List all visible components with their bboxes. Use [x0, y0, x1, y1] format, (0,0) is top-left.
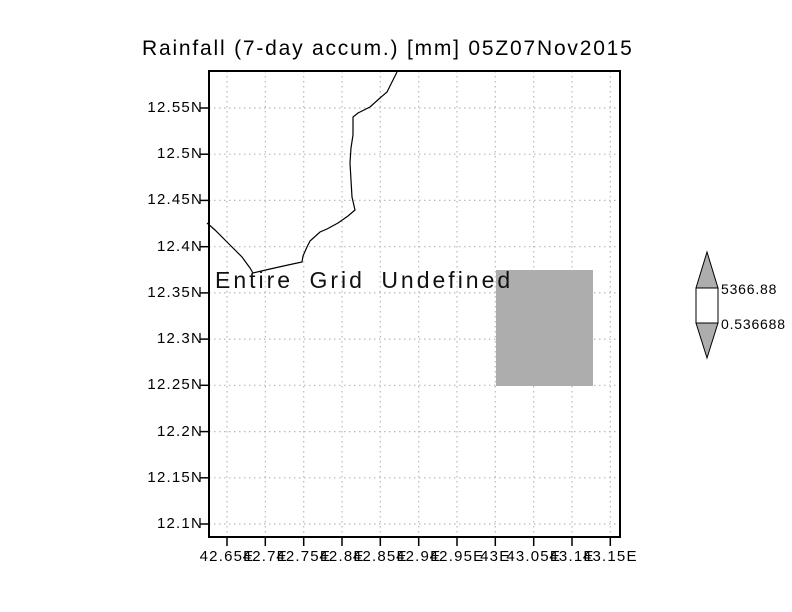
coastline [206, 71, 398, 274]
y-axis-label: 12.25N [147, 376, 203, 394]
y-axis-label: 12.4N [156, 237, 203, 255]
y-axis-label: 12.45N [147, 191, 203, 209]
undefined-grid-message: Entire Grid Undefined [215, 267, 514, 293]
x-axis-label: 43E [480, 548, 511, 565]
undefined-data-cell [496, 270, 593, 386]
x-axis-label: 42.85E [352, 548, 408, 565]
plot-title: Rainfall (7-day accum.) [mm] 05Z07Nov201… [142, 37, 634, 60]
x-axis-label: 42.75E [276, 548, 332, 565]
x-axis-label: 42.95E [429, 548, 485, 565]
x-axis-label: 42.9E [396, 548, 442, 565]
y-axis-label: 12.15N [147, 468, 203, 486]
y-axis-label: 12.35N [147, 283, 203, 301]
x-axis-label: 42.8E [319, 548, 365, 565]
colorbar-box [695, 287, 719, 324]
colorbar-min-label: 0.536688 [721, 316, 786, 332]
y-axis-label: 12.3N [156, 330, 203, 348]
y-axis-label: 12.2N [156, 422, 203, 440]
colorbar [695, 250, 719, 360]
plot-border [208, 70, 621, 538]
colorbar-up-arrow [695, 250, 719, 289]
y-axis-ticks [200, 107, 208, 525]
x-axis-label: 42.7E [242, 548, 288, 565]
y-axis-label: 12.1N [156, 515, 203, 532]
x-axis-label: 43.05E [506, 548, 562, 565]
colorbar-down-arrow [695, 322, 719, 360]
x-axis-label: 43.1E [549, 548, 595, 565]
grid-lines [209, 71, 620, 537]
x-axis-label: 42.65E [199, 548, 255, 565]
y-axis-label: 12.5N [156, 145, 203, 163]
colorbar-max-label: 5366.88 [721, 281, 778, 297]
x-axis-label: 43.15E [582, 548, 638, 565]
x-axis-ticks [226, 538, 612, 546]
y-axis-label: 12.55N [147, 99, 203, 116]
